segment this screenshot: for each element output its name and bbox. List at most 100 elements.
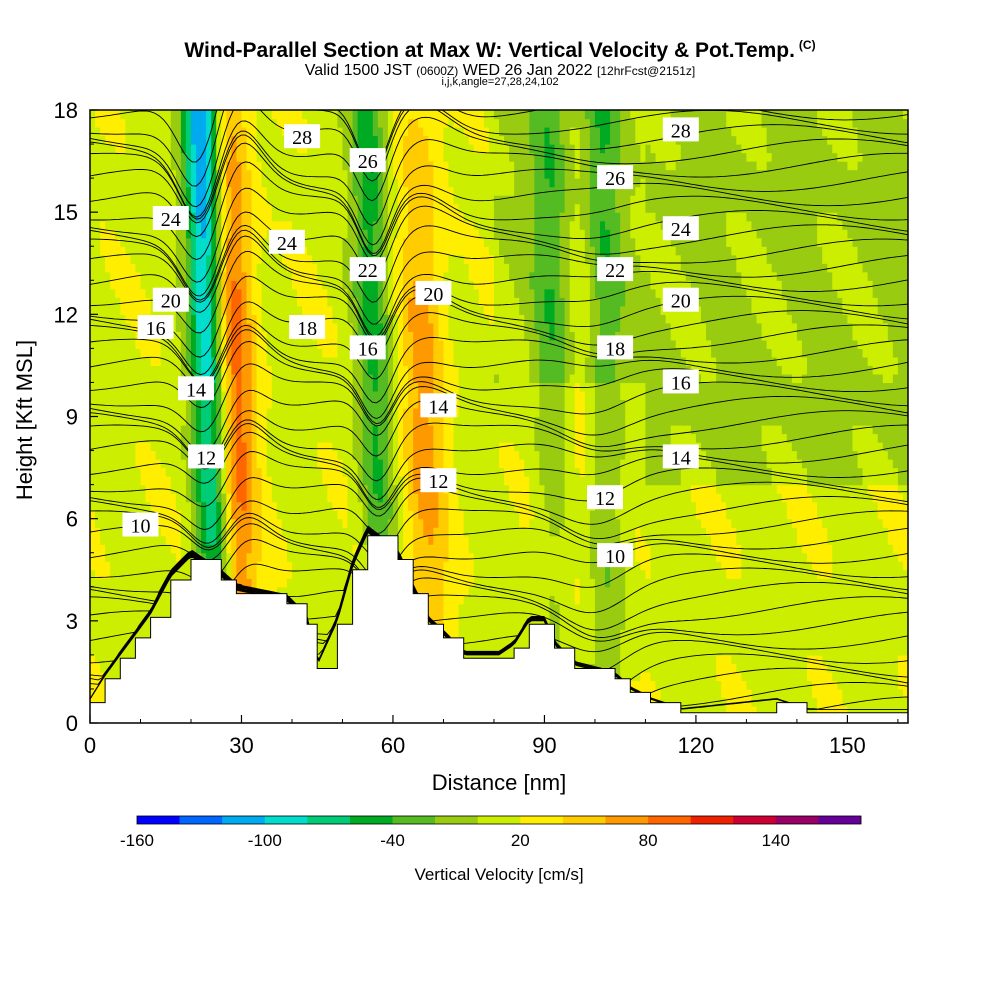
velocity-cell bbox=[201, 229, 207, 239]
velocity-cell bbox=[433, 348, 440, 358]
velocity-cell bbox=[105, 578, 111, 588]
velocity-cell bbox=[291, 407, 298, 418]
velocity-cell bbox=[408, 501, 414, 511]
velocity-cell bbox=[95, 646, 101, 656]
velocity-cell bbox=[347, 212, 354, 222]
velocity-cell bbox=[433, 510, 440, 520]
velocity-cell bbox=[160, 552, 167, 562]
velocity-cell bbox=[312, 578, 318, 588]
velocity-cell bbox=[211, 348, 217, 358]
velocity-cell bbox=[307, 203, 313, 213]
velocity-cell bbox=[100, 152, 106, 162]
velocity-cell bbox=[261, 135, 268, 145]
velocity-cell bbox=[110, 212, 116, 222]
velocity-cell bbox=[317, 493, 323, 503]
velocity-cell bbox=[428, 544, 434, 554]
velocity-cell bbox=[115, 518, 121, 528]
velocity-cell bbox=[165, 416, 172, 426]
velocity-cell bbox=[398, 484, 404, 494]
velocity-cell bbox=[281, 195, 288, 205]
velocity-cell bbox=[125, 467, 131, 477]
velocity-cell bbox=[165, 127, 172, 137]
velocity-cell bbox=[145, 186, 152, 196]
velocity-cell bbox=[398, 450, 404, 460]
velocity-cell bbox=[241, 552, 248, 562]
velocity-cell bbox=[221, 186, 227, 196]
velocity-cell bbox=[408, 127, 414, 137]
velocity-cell bbox=[337, 578, 344, 588]
velocity-cell bbox=[135, 407, 142, 418]
velocity-cell bbox=[190, 493, 197, 503]
velocity-cell bbox=[382, 110, 389, 120]
velocity-cell bbox=[418, 220, 424, 230]
velocity-cell bbox=[206, 365, 212, 375]
velocity-cell bbox=[428, 339, 434, 349]
velocity-cell bbox=[377, 407, 384, 418]
velocity-cell bbox=[377, 135, 384, 145]
velocity-cell bbox=[342, 535, 349, 545]
velocity-cell bbox=[398, 331, 404, 341]
velocity-cell bbox=[226, 459, 232, 469]
velocity-cell bbox=[403, 237, 409, 247]
velocity-cell bbox=[423, 203, 429, 213]
velocity-cell bbox=[367, 305, 374, 315]
velocity-cell bbox=[408, 484, 414, 494]
velocity-cell bbox=[175, 339, 182, 349]
velocity-cell bbox=[276, 305, 283, 315]
velocity-cell bbox=[307, 348, 313, 358]
velocity-cell bbox=[180, 169, 187, 179]
velocity-cell bbox=[236, 501, 243, 511]
velocity-cell bbox=[352, 110, 359, 120]
velocity-cell bbox=[362, 178, 369, 188]
velocity-cell bbox=[221, 467, 227, 477]
velocity-cell bbox=[155, 535, 162, 545]
velocity-cell bbox=[251, 271, 258, 281]
velocity-cell bbox=[433, 178, 440, 188]
velocity-cell bbox=[135, 195, 142, 205]
velocity-cell bbox=[357, 561, 364, 571]
velocity-cell bbox=[125, 161, 131, 171]
velocity-cell bbox=[423, 331, 429, 341]
velocity-cell bbox=[408, 263, 414, 273]
velocity-cell bbox=[317, 373, 323, 384]
velocity-cell bbox=[433, 578, 440, 588]
velocity-cell bbox=[190, 144, 197, 154]
velocity-cell bbox=[185, 127, 192, 137]
velocity-cell bbox=[377, 365, 384, 375]
velocity-cell bbox=[413, 254, 419, 264]
velocity-cell bbox=[281, 288, 288, 298]
velocity-cell bbox=[115, 407, 121, 418]
velocity-cell bbox=[408, 220, 414, 230]
velocity-cell bbox=[266, 578, 273, 588]
velocity-cell bbox=[160, 569, 167, 579]
velocity-cell bbox=[175, 569, 182, 579]
velocity-cell bbox=[433, 254, 440, 264]
velocity-cell bbox=[120, 595, 126, 605]
velocity-cell bbox=[291, 161, 298, 171]
velocity-cell bbox=[211, 407, 217, 418]
velocity-cell bbox=[211, 433, 217, 443]
velocity-cell bbox=[322, 416, 328, 426]
velocity-cell bbox=[115, 144, 121, 154]
velocity-cell bbox=[130, 646, 137, 656]
velocity-cell bbox=[428, 433, 434, 443]
velocity-cell bbox=[160, 407, 167, 418]
velocity-cell bbox=[95, 339, 101, 349]
velocity-cell bbox=[408, 288, 414, 298]
velocity-cell bbox=[170, 356, 177, 367]
velocity-cell bbox=[347, 118, 354, 128]
velocity-cell bbox=[382, 237, 389, 247]
velocity-cell bbox=[120, 331, 126, 341]
velocity-cell bbox=[241, 203, 248, 213]
velocity-cell bbox=[307, 552, 313, 562]
velocity-cell bbox=[100, 280, 106, 290]
velocity-cell bbox=[241, 561, 248, 571]
velocity-cell bbox=[357, 552, 364, 562]
velocity-cell bbox=[150, 493, 157, 503]
velocity-cell bbox=[297, 501, 303, 511]
velocity-cell bbox=[251, 373, 258, 384]
velocity-cell bbox=[307, 535, 313, 545]
velocity-cell bbox=[256, 552, 263, 562]
velocity-cell bbox=[130, 390, 137, 401]
velocity-cell bbox=[110, 348, 116, 358]
